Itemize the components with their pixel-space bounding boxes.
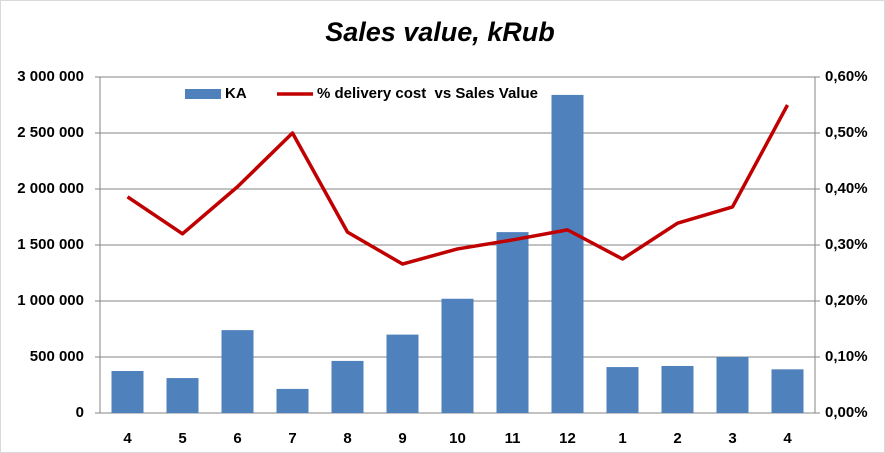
x-tick-label: 6 [233,430,241,447]
y2-tick-label: 0,10% [825,348,868,365]
bar [496,232,529,413]
x-tick-label: 2 [673,430,681,447]
x-tick-label: 1 [618,430,626,447]
bar [111,371,144,413]
y2-tick-label: 0,40% [825,180,868,197]
x-tick-label: 11 [505,430,521,447]
y-tick-label: 3 000 000 [17,68,84,85]
y-tick-label: 500 000 [30,348,84,365]
x-tick-label: 7 [288,430,296,447]
x-tick-label: 4 [783,430,792,447]
bar [276,388,309,413]
x-tick-label: 8 [343,430,351,447]
y-tick-label: 2 500 000 [17,124,84,141]
legend-swatch [185,89,221,99]
bar [331,360,364,413]
bar [606,367,639,413]
y2-tick-label: 0,50% [825,124,868,141]
y2-tick-label: 0,20% [825,292,868,309]
bar [166,378,199,413]
x-tick-label: 4 [123,430,132,447]
x-tick-label: 9 [398,430,406,447]
y-tick-label: 1 500 000 [17,236,84,253]
line [126,104,790,266]
y2-tick-label: 0,30% [825,236,868,253]
bar [716,357,749,413]
bar [551,94,584,414]
y-tick-label: 2 000 000 [17,180,84,197]
legend-label: KA [225,85,247,102]
x-tick-label: 12 [559,430,576,447]
bar [221,330,254,413]
y2-tick-label: 0,60% [825,68,868,85]
bar [771,369,804,413]
x-tick-label: 3 [728,430,736,447]
legend-label: % delivery cost vs Sales Value [317,85,538,102]
bar [386,334,419,413]
bar [441,298,474,413]
y2-tick-label: 0,00% [825,404,868,421]
y-tick-label: 1 000 000 [17,292,84,309]
y-tick-label: 0 [76,404,84,421]
x-tick-label: 10 [449,430,466,447]
x-tick-label: 5 [178,430,186,447]
chart-title: Sales value, kRub [325,17,555,47]
bar [661,365,694,413]
